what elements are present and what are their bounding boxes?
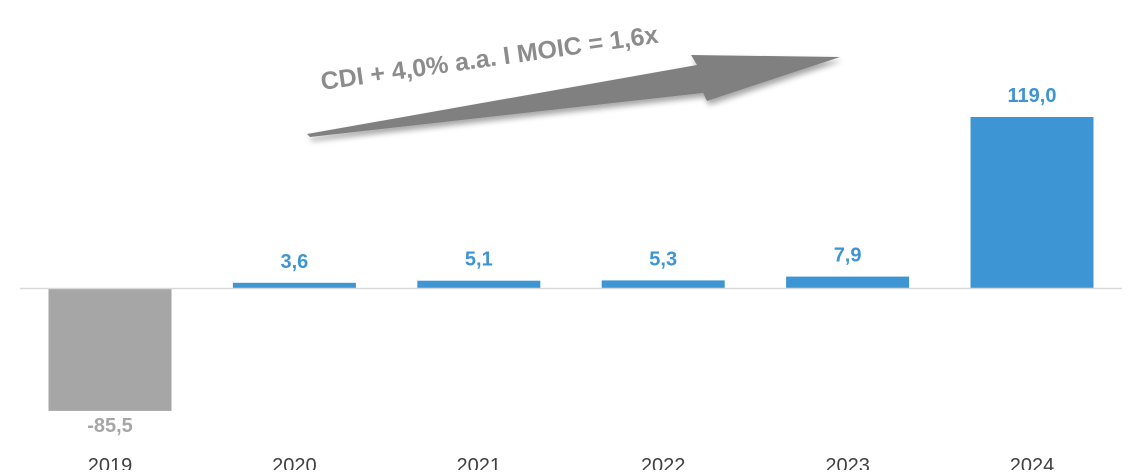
x-tick-label-2021: 2021 <box>457 455 502 470</box>
x-tick-label-2020: 2020 <box>272 455 317 470</box>
data-label-2019: -85,5 <box>87 415 133 437</box>
bar-2021 <box>417 280 541 288</box>
x-tick-label-2019: 2019 <box>88 455 133 470</box>
x-tick-label-2024: 2024 <box>1010 455 1055 470</box>
value-labels-group: -85,5 3,6 5,1 5,3 7,9 119,0 <box>87 85 1056 437</box>
data-label-2022: 5,3 <box>649 248 677 270</box>
x-tick-label-2022: 2022 <box>641 455 686 470</box>
x-axis-tick-labels: 2019 2020 2021 2022 2023 2024 <box>88 455 1055 475</box>
data-label-2020: 3,6 <box>280 251 308 273</box>
bar-2022 <box>601 280 725 288</box>
data-label-2023: 7,9 <box>834 245 862 267</box>
bar-2024 <box>970 117 1094 288</box>
data-label-2024: 119,0 <box>1008 85 1057 107</box>
bar-2019 <box>48 288 172 411</box>
bars-group <box>48 117 1094 411</box>
annotation-group: CDI + 4,0% a.a. I MOIC = 1,6x <box>307 21 840 137</box>
bar-2020 <box>232 282 356 288</box>
trend-arrow <box>307 55 840 137</box>
x-tick-label-2023: 2023 <box>825 455 870 470</box>
data-label-2021: 5,1 <box>465 249 493 271</box>
bar-2023 <box>786 276 910 288</box>
